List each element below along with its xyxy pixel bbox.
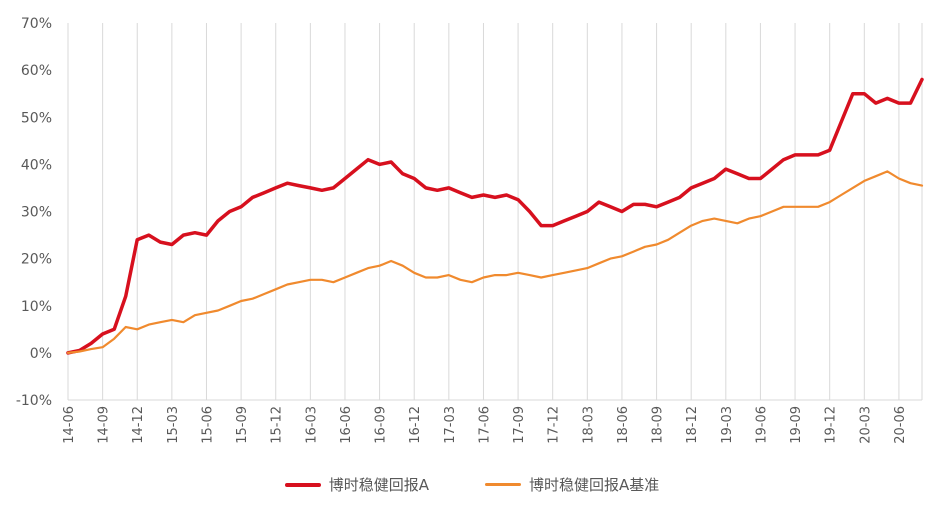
legend-label-fund: 博时稳健回报A	[328, 476, 429, 494]
series-line-benchmark	[66, 170, 924, 354]
x-tick-label: 14-09	[97, 406, 112, 444]
y-tick-label: 50%	[21, 110, 52, 126]
x-tick-label: 15-06	[200, 406, 215, 444]
legend: 博时稳健回报A 博时稳健回报A基准	[0, 474, 944, 495]
y-tick-label: 40%	[21, 157, 52, 173]
x-axis: 14-06 14-09 14-12 15-03 15-06 15-09 15-12 16-03…	[62, 406, 908, 444]
y-tick-label: 0%	[30, 346, 52, 362]
x-tick-label: 15-12	[270, 406, 285, 444]
legend-swatch-benchmark	[485, 483, 521, 486]
x-tick-label: 18-09	[651, 406, 666, 444]
y-tick-label: 60%	[21, 63, 52, 79]
legend-swatch-fund	[284, 482, 321, 487]
y-tick-label: -10%	[16, 393, 52, 409]
series-line-fund	[66, 77, 924, 355]
x-tick-label: 18-06	[616, 406, 631, 444]
series-lines	[66, 77, 924, 355]
x-tick-label: 16-12	[408, 406, 423, 444]
x-tick-label: 16-03	[304, 406, 319, 444]
x-tick-label: 16-09	[374, 406, 389, 444]
x-tick-label: 20-03	[858, 406, 873, 444]
x-tick-label: 20-06	[893, 406, 908, 444]
x-tick-label: 14-12	[131, 406, 146, 444]
x-tick-label: 19-12	[824, 406, 839, 444]
x-tick-label: 19-06	[754, 406, 769, 444]
x-tick-label: 19-09	[789, 406, 804, 444]
x-tick-label: 17-09	[512, 406, 527, 444]
y-axis: 70% 60% 50% 40% 30% 20% 10% 0% -10%	[16, 16, 52, 409]
x-tick-label: 18-12	[685, 406, 700, 444]
y-tick-label: 30%	[21, 205, 52, 221]
x-tick-label: 17-03	[443, 406, 458, 444]
y-tick-label: 10%	[21, 299, 52, 315]
y-tick-label: 70%	[21, 16, 52, 32]
x-tick-label: 14-06	[62, 406, 77, 444]
x-tick-label: 17-12	[547, 406, 562, 444]
legend-item-benchmark[interactable]: 博时稳健回报A基准	[485, 474, 659, 495]
grid-lines	[67, 23, 923, 401]
x-tick-label: 16-06	[339, 406, 354, 444]
legend-item-fund[interactable]: 博时稳健回报A	[284, 474, 429, 495]
x-tick-label: 17-06	[477, 406, 492, 444]
x-tick-label: 18-03	[581, 406, 596, 444]
x-tick-label: 15-03	[166, 406, 181, 444]
x-tick-label: 15-09	[235, 406, 250, 444]
y-tick-label: 20%	[21, 252, 52, 268]
legend-label-benchmark: 博时稳健回报A基准	[529, 476, 660, 494]
x-tick-label: 19-03	[720, 406, 735, 444]
